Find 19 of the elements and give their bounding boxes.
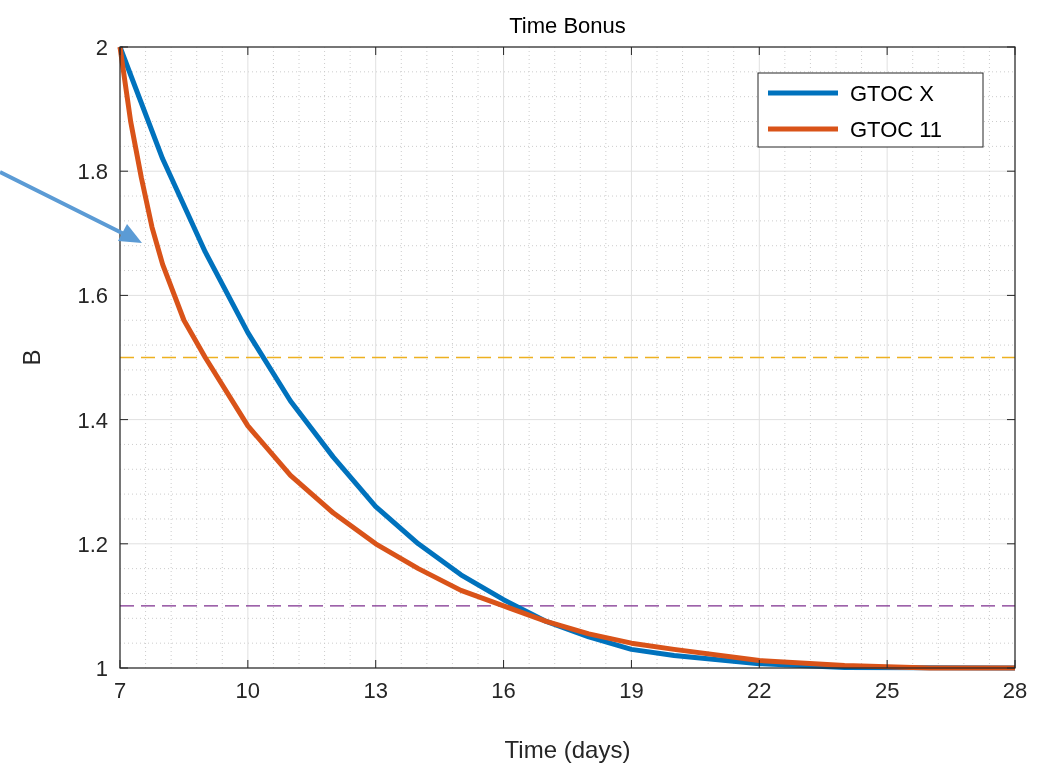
legend-label: GTOC 11 bbox=[850, 117, 943, 142]
x-tick-label: 25 bbox=[874, 678, 900, 703]
x-tick-label: 28 bbox=[1002, 678, 1028, 703]
x-tick-label: 19 bbox=[619, 678, 644, 703]
y-tick-label: 1.4 bbox=[77, 407, 108, 433]
y-tick-label: 1.2 bbox=[77, 531, 108, 557]
legend-label: GTOC X bbox=[850, 81, 935, 106]
y-axis-title: B bbox=[18, 349, 45, 366]
x-axis-title: Time (days) bbox=[504, 736, 631, 763]
y-tick-label: 1.8 bbox=[77, 159, 108, 185]
y-tick-label: 1.6 bbox=[77, 283, 108, 309]
x-tick-label: 10 bbox=[235, 678, 261, 703]
y-tick-label: 2 bbox=[95, 35, 108, 60]
x-tick-label: 22 bbox=[747, 678, 772, 703]
x-tick-label: 7 bbox=[113, 678, 127, 703]
chart-title: Time Bonus bbox=[509, 13, 626, 38]
x-tick-label: 13 bbox=[363, 678, 388, 703]
y-tick-label: 1 bbox=[95, 656, 108, 681]
x-tick-label: 16 bbox=[491, 678, 516, 703]
